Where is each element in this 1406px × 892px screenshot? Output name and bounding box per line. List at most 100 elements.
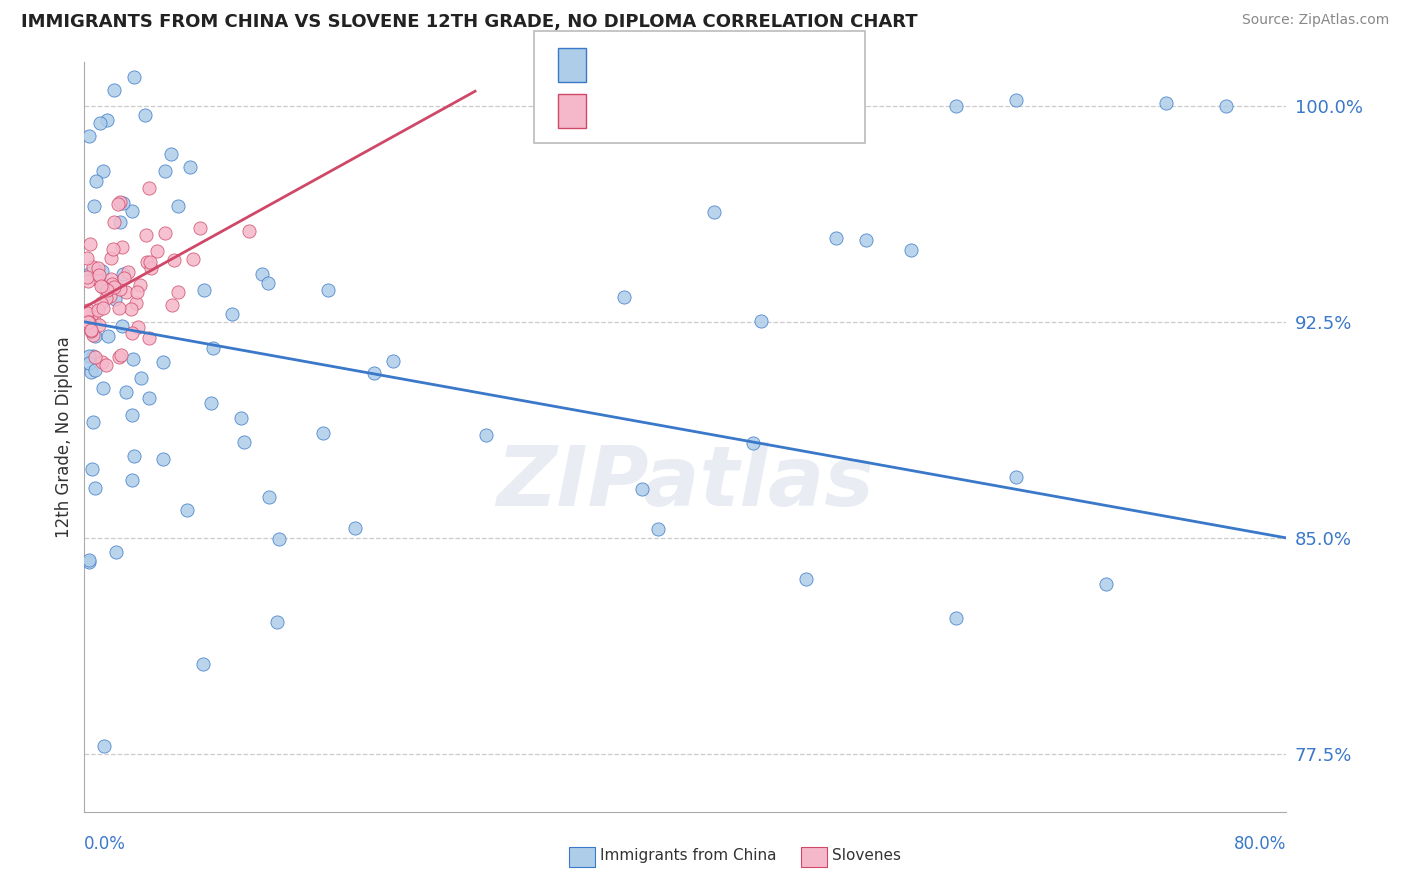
Point [257, 491, 280, 505]
Point [127, 285, 149, 299]
Point [96, 113, 118, 128]
Point [741, 436, 763, 450]
Point [122, 449, 145, 463]
Point [80, 309, 103, 323]
Point [91, 280, 114, 294]
Text: Source: ZipAtlas.com: Source: ZipAtlas.com [1241, 13, 1389, 28]
Point [630, 482, 652, 496]
Point [84, 351, 107, 365]
Point [96, 291, 118, 305]
Point [84, 328, 107, 343]
Text: IMMIGRANTS FROM CHINA VS SLOVENE 12TH GRADE, NO DIPLOMA CORRELATION CHART: IMMIGRANTS FROM CHINA VS SLOVENE 12TH GR… [21, 13, 918, 31]
Point [703, 205, 725, 219]
Point [82, 260, 104, 274]
Point [647, 522, 669, 536]
Point [363, 366, 385, 380]
Point [97, 328, 120, 343]
Point [77, 552, 100, 566]
Point [79, 236, 101, 251]
Point [103, 83, 125, 97]
Point [90, 296, 112, 310]
Point [122, 70, 145, 84]
Point [152, 355, 174, 369]
Point [1156, 95, 1178, 110]
Point [193, 283, 215, 297]
Point [121, 326, 143, 340]
Point [155, 227, 177, 241]
Point [125, 295, 148, 310]
Point [167, 285, 190, 299]
Point [105, 545, 128, 559]
Point [110, 214, 132, 228]
Point [104, 293, 127, 307]
Point [90, 355, 112, 369]
Point [87, 318, 110, 333]
Point [76, 251, 98, 265]
Point [107, 301, 129, 316]
Point [77, 349, 100, 363]
Point [91, 381, 114, 395]
Text: R =  0.564: R = 0.564 [600, 101, 696, 119]
Point [77, 315, 100, 329]
Point [79, 266, 101, 280]
Point [134, 108, 156, 122]
Text: 80.0%: 80.0% [1234, 835, 1286, 853]
Text: N = 66: N = 66 [741, 101, 804, 119]
Point [152, 451, 174, 466]
Point [128, 277, 150, 292]
Point [93, 164, 115, 178]
Point [91, 264, 114, 278]
Point [77, 555, 100, 569]
Point [110, 282, 132, 296]
Point [136, 254, 159, 268]
Point [103, 215, 125, 229]
Point [90, 279, 112, 293]
Text: N = 83: N = 83 [741, 55, 804, 73]
Point [160, 297, 183, 311]
Point [238, 224, 260, 238]
Point [82, 327, 104, 342]
Point [139, 254, 162, 268]
Point [127, 319, 149, 334]
Point [139, 260, 162, 275]
Point [311, 426, 333, 441]
Point [121, 203, 143, 218]
Point [474, 428, 496, 442]
Point [135, 228, 157, 243]
Point [179, 160, 201, 174]
Point [112, 271, 135, 285]
Text: Slovenes: Slovenes [832, 847, 901, 863]
Point [93, 739, 115, 754]
Point [89, 116, 111, 130]
Point [382, 354, 405, 368]
Point [318, 283, 340, 297]
Point [250, 267, 273, 281]
Point [76, 270, 98, 285]
Point [77, 356, 100, 370]
Point [100, 272, 122, 286]
Point [79, 322, 101, 336]
Point [103, 280, 125, 294]
Point [100, 252, 122, 266]
Point [138, 392, 160, 406]
Point [86, 272, 108, 286]
Point [80, 365, 103, 379]
Point [112, 195, 135, 210]
Point [181, 252, 204, 267]
Point [110, 347, 132, 361]
Point [115, 384, 138, 399]
Point [855, 233, 877, 247]
Point [77, 274, 100, 288]
Point [794, 572, 817, 586]
Point [87, 261, 110, 276]
Point [117, 265, 139, 279]
Y-axis label: 12th Grade, No Diploma: 12th Grade, No Diploma [55, 336, 73, 538]
Point [107, 196, 129, 211]
Point [749, 314, 772, 328]
Text: ZIPatlas: ZIPatlas [496, 442, 875, 523]
Text: Immigrants from China: Immigrants from China [600, 847, 778, 863]
Point [945, 611, 967, 625]
Point [200, 396, 222, 410]
Point [201, 341, 224, 355]
Point [82, 349, 104, 363]
